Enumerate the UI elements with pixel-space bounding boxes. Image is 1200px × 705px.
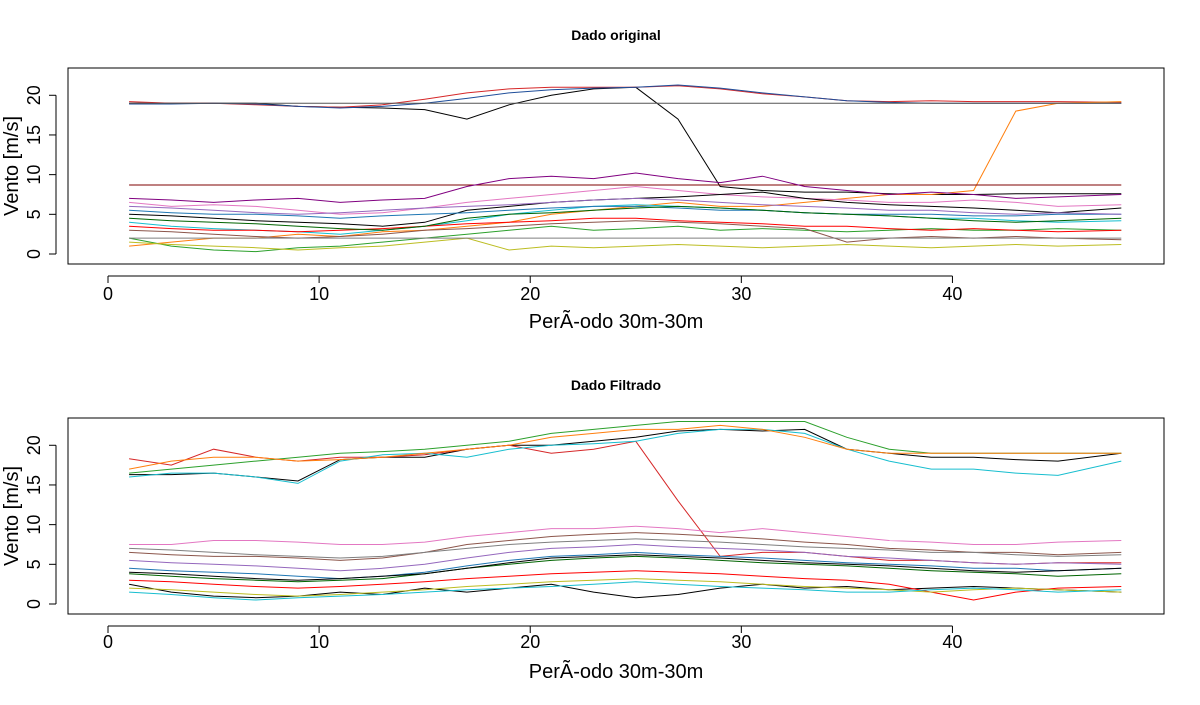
series-line-4 <box>129 424 1122 470</box>
series-line-7 <box>129 225 1122 253</box>
series-line-3 <box>129 101 1122 247</box>
series-line-11 <box>129 578 1122 597</box>
series-line-7 <box>129 532 1122 561</box>
x-tick-label: 20 <box>520 632 540 652</box>
y-tick-label: 5 <box>24 559 44 569</box>
y-tick-label: 10 <box>24 515 44 535</box>
x-axis-label: PerÃ-odo 30m-30m <box>529 309 704 333</box>
series-line-14 <box>129 217 1122 233</box>
panel-original: Dado original Vento [m/s] PerÃ-odo 30m-3… <box>1 27 1165 333</box>
y-tick-label: 20 <box>24 435 44 455</box>
plot-frame <box>67 417 1165 615</box>
series-line-9 <box>129 570 1122 601</box>
series-line-15 <box>129 581 1122 601</box>
chart-title: Dado Filtrado <box>571 377 661 393</box>
chart-title: Dado original <box>571 27 660 43</box>
y-tick-label: 5 <box>24 209 44 219</box>
x-tick-label: 10 <box>309 632 329 652</box>
x-tick-label: 20 <box>520 284 540 304</box>
y-tick-label: 0 <box>24 599 44 609</box>
series-line-14 <box>129 554 1122 581</box>
series-line-3 <box>129 421 1122 474</box>
y-axis-label: Vento [m/s] <box>1 466 23 566</box>
series-group <box>129 84 1122 253</box>
x-tick-label: 40 <box>942 632 962 652</box>
x-axis-label: PerÃ-odo 30m-30m <box>529 659 704 683</box>
y-tick-label: 15 <box>24 125 44 145</box>
series-line-8 <box>129 551 1122 580</box>
series-line-17 <box>129 205 1122 231</box>
y-tick-label: 0 <box>24 249 44 259</box>
x-tick-label: 0 <box>103 284 113 304</box>
x-tick-label: 10 <box>309 284 329 304</box>
x-tick-label: 0 <box>103 632 113 652</box>
series-line-6 <box>129 172 1122 203</box>
series-line-1 <box>129 440 1122 565</box>
series-group <box>129 421 1122 601</box>
series-line-13 <box>129 205 1122 219</box>
series-line-5 <box>129 525 1122 545</box>
plot-frame <box>67 67 1165 265</box>
series-line-13 <box>129 538 1122 559</box>
plot-area: 0 5 10 15 20 0 10 20 30 40 <box>24 417 1165 652</box>
panel-filtered: Dado Filtrado Vento [m/s] PerÃ-odo 30m-3… <box>1 377 1165 683</box>
x-tick-label: 30 <box>731 284 751 304</box>
y-tick-label: 15 <box>24 475 44 495</box>
series-line-15 <box>129 197 1122 215</box>
y-tick-label: 10 <box>24 165 44 185</box>
series-line-0 <box>129 428 1122 482</box>
x-tick-label: 30 <box>731 632 751 652</box>
plot-area: 0 5 10 15 20 0 10 20 30 40 <box>24 67 1165 304</box>
y-axis-label: Vento [m/s] <box>1 116 23 216</box>
series-line-1 <box>129 85 1122 108</box>
series-line-2 <box>129 428 1122 484</box>
y-tick-label: 20 <box>24 85 44 105</box>
series-line-12 <box>129 555 1122 583</box>
series-line-10 <box>129 543 1122 572</box>
series-line-12 <box>129 237 1122 251</box>
series-line-6 <box>129 583 1122 599</box>
series-line-8 <box>129 185 1122 215</box>
x-tick-label: 40 <box>942 284 962 304</box>
